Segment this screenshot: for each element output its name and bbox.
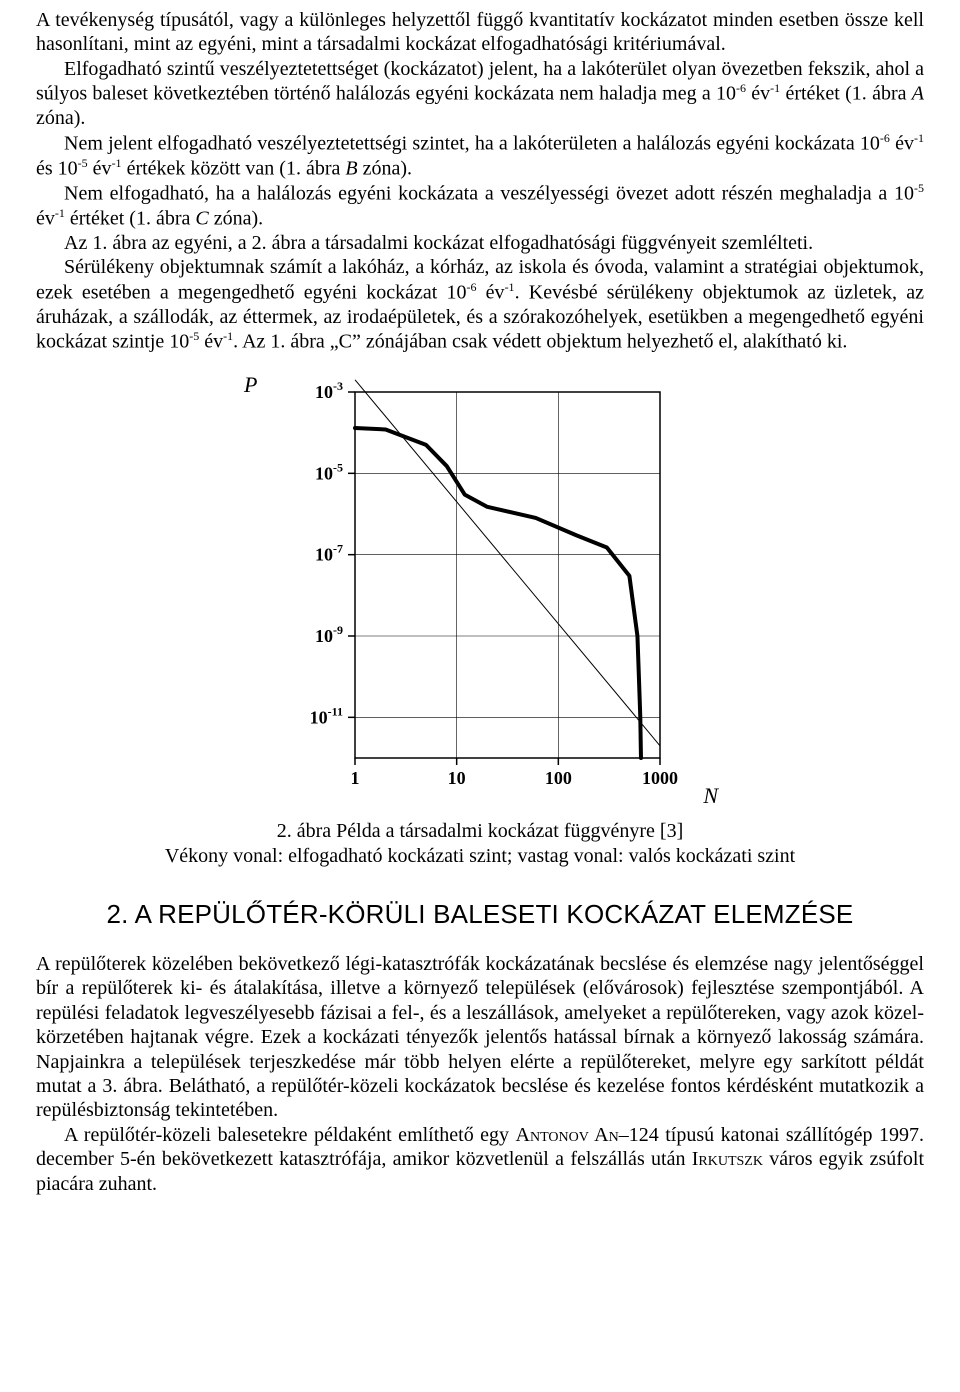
text: A repülőtér-közeli balesetekre példaként… (64, 1124, 516, 1146)
superscript: -1 (112, 156, 122, 170)
body2-paragraph-2: A repülőtér-közeli balesetekre példaként… (36, 1123, 924, 1196)
text: év (476, 281, 504, 303)
svg-text:10-3: 10-3 (315, 379, 343, 402)
body2-paragraph-1: A repülőterek közelében bekövetkező légi… (36, 952, 924, 1123)
italic: B (345, 157, 357, 179)
paragraph-2: Elfogadható szintű veszélyeztetettséget … (36, 57, 924, 131)
x-axis-label: N (703, 783, 718, 809)
text: Nem jelent elfogadható veszélyeztetettsé… (64, 132, 880, 154)
superscript: -1 (770, 81, 780, 95)
text: év (36, 207, 55, 229)
text: év (199, 331, 223, 353)
svg-text:1: 1 (351, 768, 360, 788)
text: és 10 (36, 157, 78, 179)
y-axis-label: P (244, 372, 257, 398)
superscript: -5 (78, 156, 88, 170)
superscript: -6 (466, 280, 476, 294)
svg-text:10-9: 10-9 (315, 623, 343, 646)
paragraph-1: A tevékenység típusától, vagy a különleg… (36, 8, 924, 57)
caption-line-1: 2. ábra Példa a társadalmi kockázat függ… (277, 820, 683, 842)
text: értékek között van (1. ábra (122, 157, 346, 179)
figure-2: P 110100100010-310-510-710-910-11 N (36, 378, 924, 803)
paragraph-5: Az 1. ábra az egyéni, a 2. ábra a társad… (36, 231, 924, 255)
superscript: -1 (914, 131, 924, 145)
svg-text:10: 10 (448, 768, 466, 788)
text: év (88, 157, 112, 179)
text: értéket (1. ábra (780, 83, 912, 105)
section-2-title: 2. A REPÜLŐTÉR-KÖRÜLI BALESETI KOCKÁZAT … (36, 899, 924, 930)
superscript: -5 (189, 329, 199, 343)
smallcaps: Irkutszk (692, 1148, 763, 1170)
paragraph-3: Nem jelent elfogadható veszélyeztetettsé… (36, 131, 924, 181)
superscript: -1 (223, 329, 233, 343)
chart-svg: 1 10 100 1000 10-3 10-5 10-7 10-9 10-11 (270, 378, 690, 798)
text: zóna). (358, 157, 412, 179)
italic: A (912, 83, 924, 105)
text: zóna). (209, 207, 263, 229)
paragraph-6: Sérülékeny objektumnak számít a lakóház,… (36, 255, 924, 354)
text: Nem elfogadható, ha a halálozás egyéni k… (64, 182, 914, 204)
svg-text:10-11: 10-11 (310, 704, 343, 727)
text: zóna). (36, 107, 85, 129)
paragraph-4: Nem elfogadható, ha a halálozás egyéni k… (36, 181, 924, 231)
text: értéket (1. ábra (65, 207, 195, 229)
text: . Az 1. ábra „C” zónájában csak védett o… (233, 331, 847, 353)
text: év (890, 132, 914, 154)
superscript: -5 (914, 181, 924, 195)
caption-line-2: Vékony vonal: elfogadható kockázati szin… (165, 845, 795, 867)
figure-caption: 2. ábra Példa a társadalmi kockázat függ… (36, 819, 924, 869)
svg-text:10-7: 10-7 (315, 542, 343, 565)
superscript: -6 (736, 81, 746, 95)
svg-text:1000: 1000 (642, 768, 678, 788)
svg-text:100: 100 (545, 768, 572, 788)
smallcaps: Antonov An (516, 1124, 619, 1146)
text: év (746, 83, 770, 105)
superscript: -1 (55, 206, 65, 220)
superscript: -1 (505, 280, 515, 294)
superscript: -6 (880, 131, 890, 145)
italic: C (195, 207, 208, 229)
svg-text:10-5: 10-5 (315, 460, 343, 483)
